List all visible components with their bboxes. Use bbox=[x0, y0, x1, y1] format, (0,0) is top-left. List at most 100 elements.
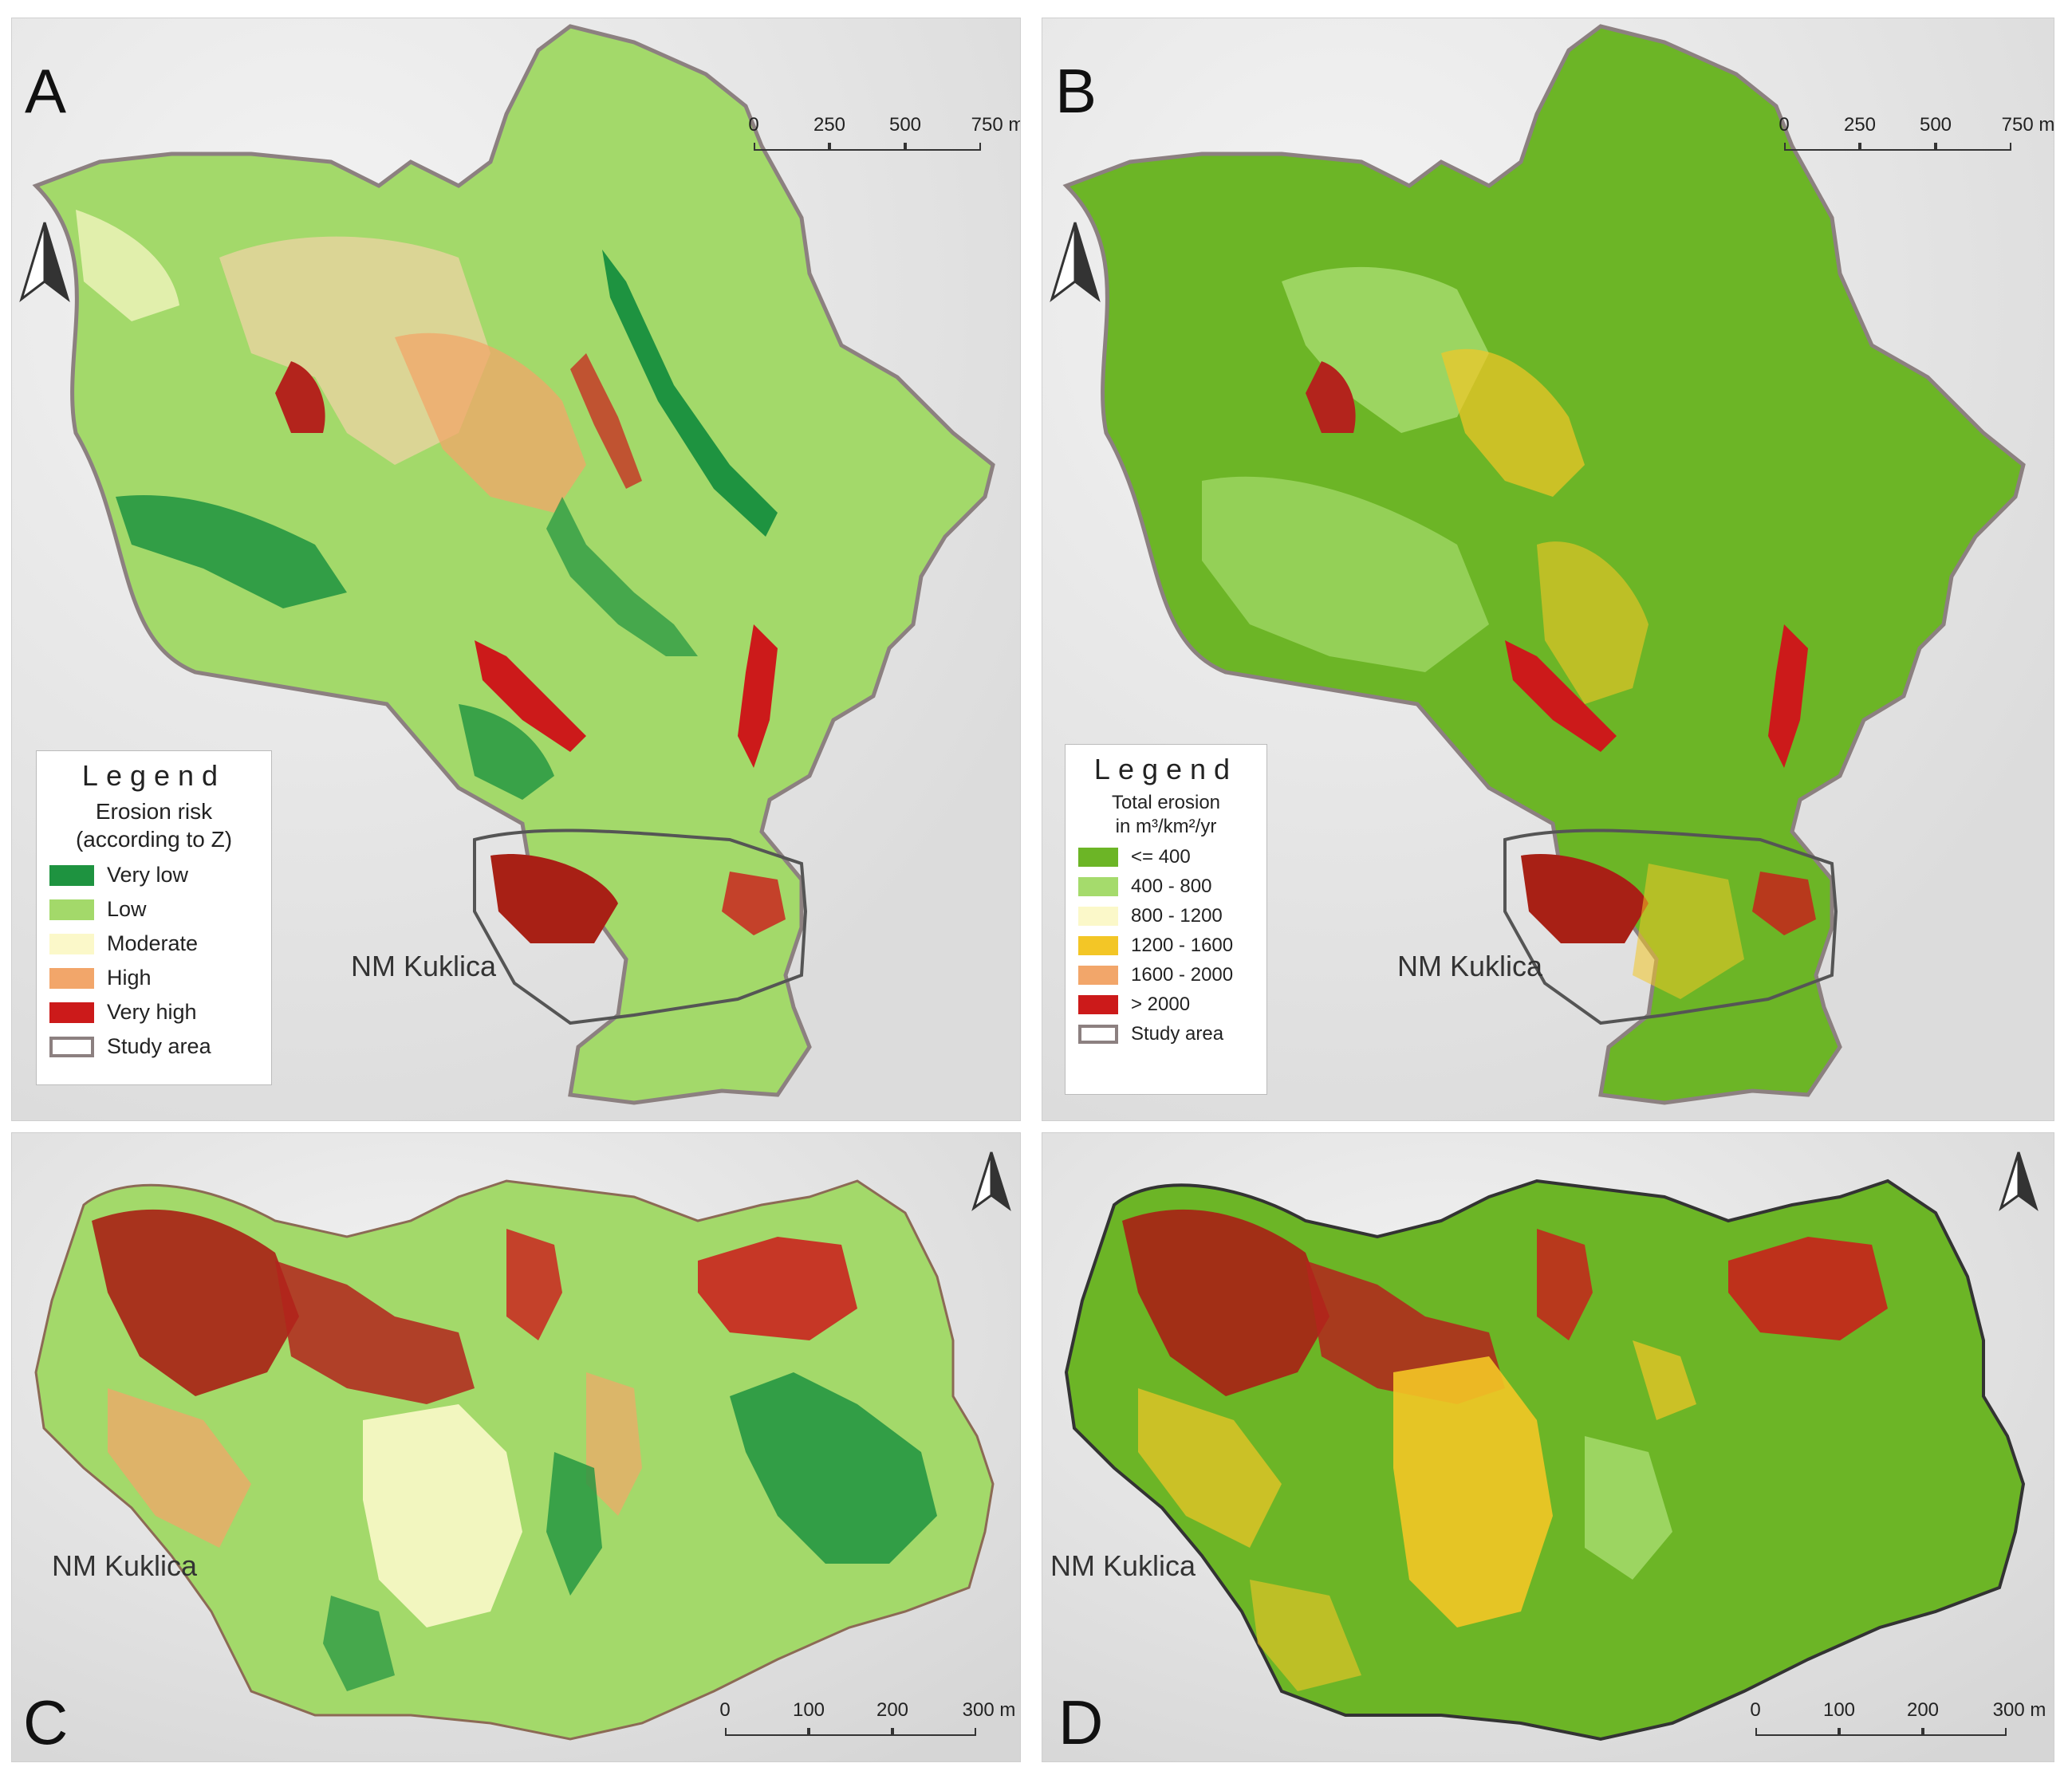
legend-item-label: 1200 - 1600 bbox=[1131, 935, 1234, 956]
legend-item-label: Low bbox=[107, 897, 147, 921]
scale-tick: 300 m bbox=[962, 1699, 1016, 1721]
very-high-zone bbox=[475, 640, 586, 752]
scale-tick: 500 bbox=[888, 114, 922, 136]
class-1200-1600-zone bbox=[1138, 1388, 1282, 1548]
class-400-800-zone bbox=[1282, 266, 1489, 433]
scale-tick: 0 bbox=[1779, 114, 1790, 136]
legend-item-label: Moderate bbox=[107, 931, 199, 955]
very-high-zone bbox=[490, 854, 618, 943]
class-1200-1600-zone bbox=[1633, 864, 1744, 999]
scale-tick: 200 bbox=[876, 1699, 909, 1721]
scale-tick: 750 m bbox=[971, 114, 1021, 136]
very-high-zone bbox=[570, 353, 642, 489]
class-1200-1600-zone bbox=[1250, 1580, 1361, 1691]
very-low-zone bbox=[546, 1452, 602, 1596]
legend-swatch bbox=[49, 1036, 94, 1057]
scale-tick: 500 bbox=[1919, 114, 1952, 136]
scale-tick: 200 bbox=[1906, 1699, 1940, 1721]
scale-tick: 250 bbox=[813, 114, 846, 136]
legend-subtitle: (according to Z) bbox=[75, 827, 233, 852]
scale-bar-segment bbox=[809, 1728, 892, 1736]
study-area-subregion-outline bbox=[473, 828, 808, 1025]
legend-subtitle: Total erosion bbox=[1111, 792, 1221, 813]
legend-title: Legend bbox=[81, 759, 227, 792]
high-zone bbox=[108, 1388, 251, 1548]
scale-bar-segment bbox=[829, 143, 905, 151]
north-arrow-icon bbox=[1996, 1149, 2041, 1217]
legend-item: Study area bbox=[1078, 1023, 1254, 1045]
scale-bar-segment bbox=[905, 143, 981, 151]
legend-item: Low bbox=[49, 897, 258, 922]
north-arrow-icon bbox=[969, 1149, 1014, 1217]
town-label-kuklica: NM Kuklica bbox=[1050, 1549, 1196, 1582]
panel-label-c: C bbox=[23, 1687, 69, 1757]
legend-b: Legend Total erosion in m³/km²/yr <= 400… bbox=[1065, 744, 1267, 1095]
town-label-kuklica: NM Kuklica bbox=[1397, 950, 1543, 982]
legend-item-label: > 2000 bbox=[1131, 994, 1191, 1015]
scale-bar-segment bbox=[1860, 143, 1936, 151]
scale-bar-segment bbox=[1755, 1728, 1839, 1736]
very-low-zone bbox=[116, 495, 347, 608]
legend-item-label: Very high bbox=[107, 1000, 197, 1024]
very-high-zone bbox=[738, 624, 778, 768]
very-high-zone bbox=[722, 872, 786, 935]
legend-item: Very high bbox=[49, 1000, 258, 1025]
very-high-zone bbox=[275, 1261, 475, 1404]
legend-swatch bbox=[49, 933, 94, 954]
very-low-zone bbox=[730, 1372, 937, 1564]
class-over-2000-zone bbox=[1768, 624, 1808, 768]
class-400-800-zone bbox=[1585, 1436, 1672, 1580]
high-zone bbox=[395, 333, 586, 513]
legend-item: 400 - 800 bbox=[1078, 876, 1254, 898]
scale-tick: 250 bbox=[1843, 114, 1877, 136]
legend-swatch bbox=[1078, 936, 1118, 955]
map-d-canvas bbox=[1042, 1133, 2054, 1761]
north-arrow-icon bbox=[1047, 219, 1103, 311]
legend-item: Moderate bbox=[49, 931, 258, 956]
legend-item: High bbox=[49, 966, 258, 990]
scale-tick: 750 m bbox=[2001, 114, 2054, 136]
legend-swatch bbox=[49, 1002, 94, 1023]
class-over-2000-zone bbox=[1122, 1209, 1329, 1396]
scale-tick: 100 bbox=[792, 1699, 825, 1721]
very-high-zone bbox=[698, 1237, 857, 1340]
legend-item-label: 800 - 1200 bbox=[1131, 905, 1223, 927]
map-c-canvas bbox=[12, 1133, 1020, 1761]
legend-item: Study area bbox=[49, 1034, 258, 1059]
legend-item: Very low bbox=[49, 863, 258, 887]
class-1200-1600-zone bbox=[1633, 1340, 1696, 1420]
class-over-2000-zone bbox=[1537, 1229, 1593, 1340]
class-1200-1600-zone bbox=[1441, 348, 1585, 497]
legend-item-label: 400 - 800 bbox=[1131, 876, 1212, 897]
very-low-zone bbox=[459, 704, 554, 800]
legend-item-label: Study area bbox=[1131, 1023, 1224, 1045]
scale-tick: 300 m bbox=[1992, 1699, 2046, 1721]
legend-item: > 2000 bbox=[1078, 994, 1254, 1016]
legend-item: 1200 - 1600 bbox=[1078, 935, 1254, 957]
legend-item-label: <= 400 bbox=[1131, 846, 1191, 868]
legend-items: <= 400 400 - 800 800 - 1200 1200 - 1600 1600… bbox=[1078, 846, 1254, 1045]
legend-swatch bbox=[1078, 966, 1118, 985]
legend-swatch bbox=[1078, 877, 1118, 896]
legend-swatch bbox=[1078, 907, 1118, 926]
panel-label-b: B bbox=[1055, 56, 1097, 126]
legend-item-label: Study area bbox=[107, 1034, 211, 1058]
scale-bar-segment bbox=[1784, 143, 1860, 151]
class-over-2000-zone bbox=[1306, 361, 1356, 433]
very-high-zone bbox=[275, 361, 325, 433]
legend-swatch bbox=[49, 967, 94, 989]
north-arrow-icon bbox=[17, 219, 73, 311]
scale-bar-segment bbox=[725, 1728, 809, 1736]
legend-item: 800 - 1200 bbox=[1078, 905, 1254, 927]
class-over-2000-zone bbox=[1505, 640, 1617, 752]
legend-a: Legend Erosion risk (according to Z) Ver… bbox=[36, 750, 272, 1085]
scale-tick: 0 bbox=[719, 1699, 731, 1721]
scale-bar-segment bbox=[1839, 1728, 1923, 1736]
very-high-zone bbox=[92, 1209, 299, 1396]
scale-bar-segment bbox=[1936, 143, 2011, 151]
study-area-subregion-outline bbox=[1503, 828, 1838, 1025]
scale-bar: 0 250 500 750 m bbox=[1773, 114, 2054, 178]
class-over-2000-zone bbox=[1728, 1237, 1888, 1340]
class-over-2000-zone bbox=[1521, 854, 1649, 943]
map-panel-d: D NM Kuklica 0 100 200 300 m bbox=[1042, 1132, 2054, 1762]
